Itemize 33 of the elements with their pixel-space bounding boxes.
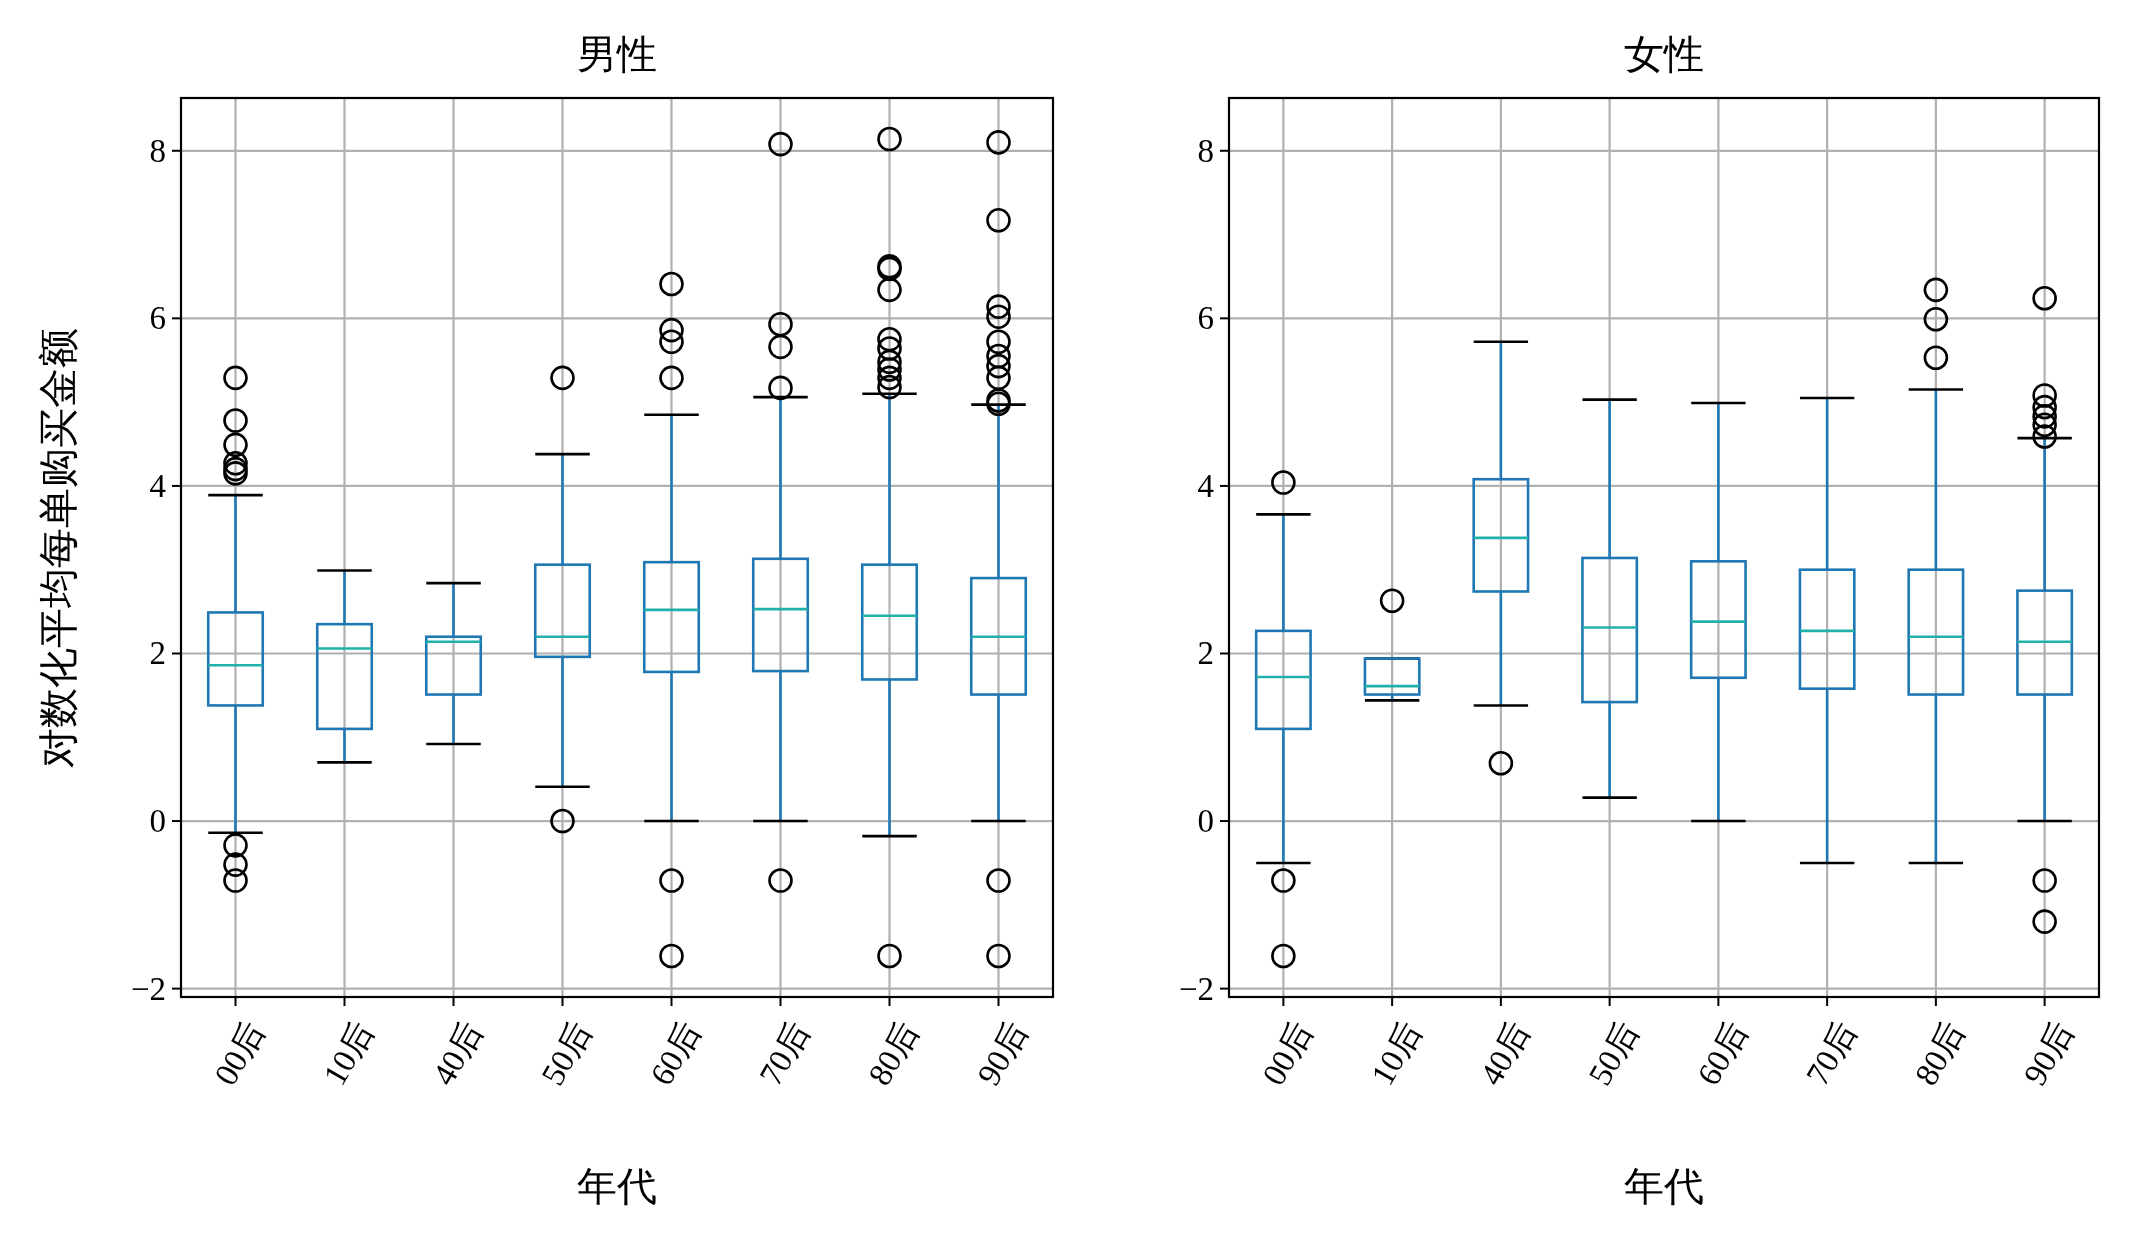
y-tick-label: 6 [1197,300,1214,337]
y-tick-label: 4 [149,467,166,504]
y-tick-label: 2 [1197,635,1214,672]
chart-title: 男性 [577,32,657,77]
x-tick-label: 60后 [643,1016,708,1092]
x-tick-label: 70后 [752,1016,817,1092]
x-tick-label: 50后 [1581,1016,1646,1092]
x-tick-label: 40后 [1472,1016,1538,1092]
x-tick-label: 90后 [2016,1016,2081,1092]
y-tick-label: 0 [1197,803,1214,840]
x-tick-label: 70后 [1799,1016,1864,1092]
x-axis-title: 年代 [577,1164,657,1209]
x-tick-label: 80后 [861,1016,926,1092]
x-tick-label: 00后 [1255,1016,1320,1092]
x-tick-label: 50后 [534,1016,599,1092]
chart-title: 女性 [1624,32,1704,77]
y-tick-label: 4 [1197,467,1214,504]
y-tick-label: 6 [149,300,166,337]
x-tick-label: 00后 [207,1016,272,1092]
x-tick-label: 10后 [316,1016,381,1092]
y-tick-label: 8 [149,132,166,169]
y-tick-label: 2 [149,635,166,672]
x-tick-label: 60后 [1690,1016,1755,1092]
x-tick-label: 40后 [425,1016,490,1092]
y-tick-label: 8 [1197,132,1214,169]
y-tick-label: −2 [130,970,166,1007]
x-tick-label: 10后 [1364,1016,1429,1092]
x-tick-label: 80后 [1907,1016,1973,1092]
y-axis-title: 对数化平均每单购买金额 [36,327,81,768]
x-tick-label: 90后 [970,1016,1035,1092]
x-axis-title: 年代 [1624,1164,1704,1209]
y-tick-label: 0 [149,803,166,840]
y-tick-label: −2 [1178,970,1214,1007]
